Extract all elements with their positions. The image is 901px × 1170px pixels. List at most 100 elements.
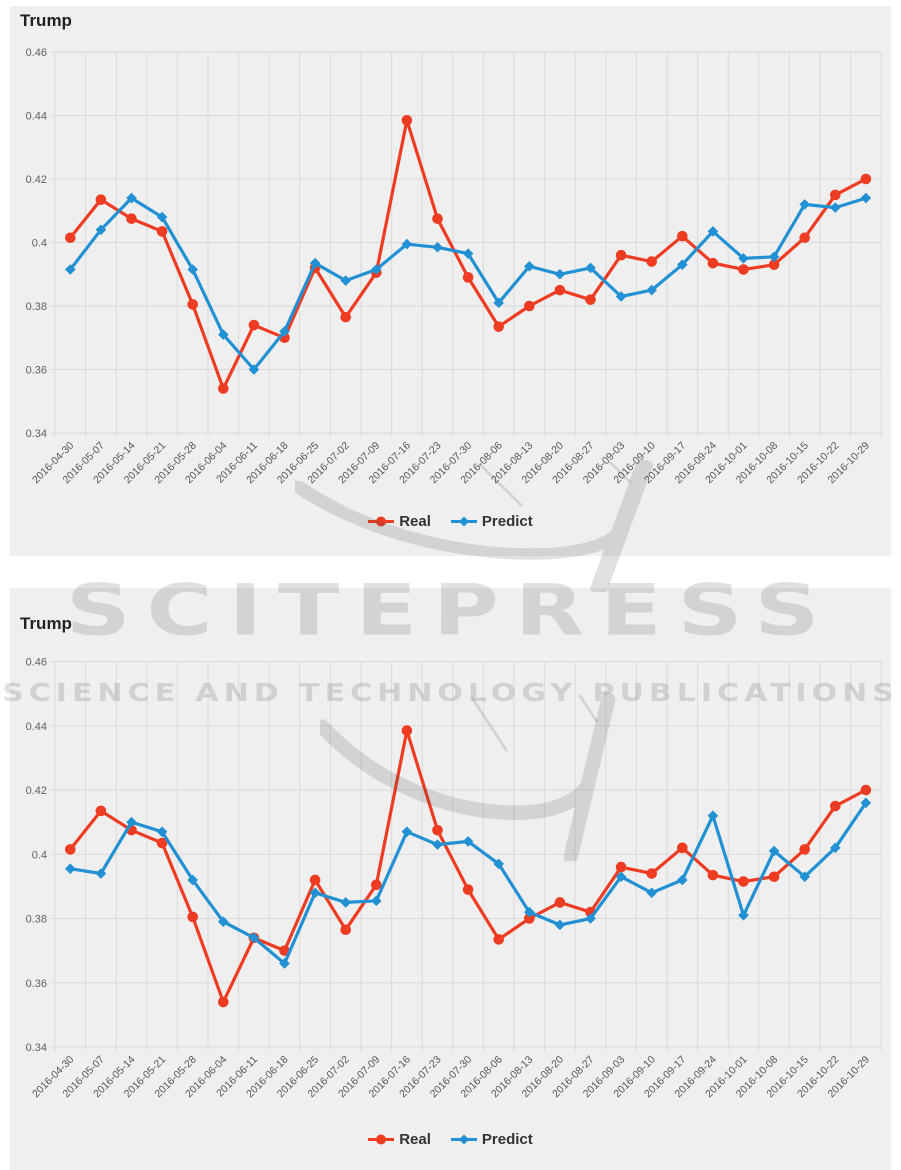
data-point-marker — [371, 879, 382, 891]
y-axis-tick-label: 0.44 — [26, 111, 47, 123]
data-point-marker — [248, 364, 260, 375]
y-axis-tick-label: 0.34 — [26, 428, 47, 440]
data-point-marker — [187, 299, 198, 310]
data-point-marker — [585, 913, 596, 924]
legend-label-real: Real — [399, 513, 431, 530]
data-point-marker — [860, 173, 872, 185]
y-axis-tick-label: 0.38 — [26, 301, 47, 313]
data-point-marker — [462, 836, 474, 847]
data-point-marker — [830, 202, 841, 213]
legend-item-real[interactable]: Real — [368, 1131, 431, 1148]
data-point-marker — [187, 264, 198, 275]
data-point-marker — [309, 874, 321, 886]
data-point-marker — [677, 230, 688, 242]
data-point-marker — [95, 868, 107, 879]
data-point-marker — [432, 241, 443, 253]
y-axis-tick-label: 0.38 — [26, 914, 47, 926]
data-point-marker — [493, 858, 504, 870]
series-line — [69, 196, 867, 372]
x-axis-labels: 2016-04-302016-05-072016-05-142016-05-21… — [30, 440, 872, 487]
data-point-marker — [340, 897, 351, 908]
data-point-marker — [799, 871, 810, 883]
y-axis-tick-label: 0.44 — [26, 721, 47, 733]
data-point-marker — [218, 996, 229, 1008]
data-point-marker — [768, 871, 780, 883]
data-point-marker — [799, 232, 810, 244]
data-point-marker — [248, 319, 260, 331]
data-point-marker — [493, 321, 505, 332]
data-point-marker — [218, 916, 229, 928]
data-point-marker — [95, 194, 107, 205]
data-point-marker — [554, 919, 566, 931]
data-point-marker — [340, 275, 351, 286]
data-point-marker — [401, 238, 413, 250]
data-point-marker — [677, 874, 688, 886]
data-point-marker — [493, 934, 505, 945]
data-point-marker — [309, 887, 321, 899]
data-point-marker — [65, 844, 76, 855]
predict-series-marker-icon — [450, 516, 477, 527]
data-point-marker — [95, 224, 107, 236]
data-point-marker — [646, 284, 657, 296]
data-point-marker — [401, 725, 413, 736]
data-point-marker — [65, 264, 76, 275]
y-axis-tick-label: 0.34 — [26, 1042, 47, 1054]
data-point-marker — [432, 839, 443, 850]
data-point-marker — [524, 261, 535, 272]
data-point-marker — [493, 297, 504, 309]
data-point-marker — [646, 868, 657, 879]
legend: Real Predict — [10, 513, 891, 530]
data-point-marker — [738, 264, 749, 275]
legend-item-real[interactable]: Real — [368, 513, 431, 530]
real-series-marker-icon — [368, 1134, 395, 1145]
data-point-marker — [738, 876, 749, 887]
data-point-marker — [462, 884, 474, 895]
y-gridlines-and-labels: 0.46 0.44 0.42 0.4 0.38 0.36 0.34 — [26, 47, 882, 440]
data-point-marker — [187, 911, 198, 923]
series-predict — [65, 797, 872, 969]
legend-item-predict[interactable]: Predict — [450, 1131, 533, 1148]
series-predict — [65, 192, 872, 375]
y-axis-tick-label: 0.4 — [32, 849, 47, 861]
legend-item-predict[interactable]: Predict — [450, 513, 533, 530]
data-point-marker — [340, 311, 352, 323]
data-point-marker — [279, 326, 290, 337]
data-point-marker — [218, 383, 229, 394]
predict-series-marker-icon — [450, 1134, 477, 1145]
y-axis-tick-label: 0.42 — [26, 785, 47, 797]
data-point-marker — [830, 189, 841, 201]
legend-label-predict: Predict — [481, 513, 533, 530]
data-point-marker — [707, 810, 719, 821]
data-point-marker — [615, 861, 627, 873]
data-point-marker — [432, 213, 443, 224]
data-point-marker — [585, 262, 596, 274]
data-point-marker — [126, 213, 137, 224]
data-point-marker — [340, 924, 352, 936]
data-point-marker — [524, 913, 535, 924]
line-chart-top: 0.46 0.44 0.42 0.4 0.38 0.36 0.342016-04-30201… — [26, 47, 882, 487]
y-gridlines-and-labels: 0.46 0.44 0.42 0.4 0.38 0.36 0.34 — [26, 657, 882, 1054]
data-point-marker — [677, 842, 688, 854]
data-point-marker — [707, 257, 719, 269]
data-point-marker — [432, 824, 443, 836]
chart-panel-bottom: Trump 0.46 0.44 0.42 0.4 0.38 0.36 0.34 2016-04… — [10, 588, 891, 1170]
data-point-marker — [738, 253, 749, 264]
data-point-marker — [371, 895, 382, 907]
y-axis-tick-label: 0.4 — [32, 238, 47, 250]
data-point-marker — [95, 805, 107, 817]
data-point-marker — [156, 226, 168, 237]
legend-label-real: Real — [399, 1131, 431, 1148]
data-point-marker — [615, 291, 627, 302]
x-axis-labels: 2016-04-302016-05-072016-05-142016-05-21… — [30, 1054, 872, 1101]
data-point-marker — [65, 232, 76, 244]
data-point-marker — [768, 845, 780, 857]
chart-title: Trump — [20, 11, 72, 30]
data-point-marker — [860, 192, 872, 204]
data-point-marker — [156, 211, 168, 223]
data-point-marker — [554, 268, 566, 280]
data-point-marker — [524, 906, 535, 918]
line-chart-bottom: 0.46 0.44 0.42 0.4 0.38 0.36 0.342016-04-30201… — [26, 657, 882, 1101]
data-point-marker — [218, 329, 229, 340]
data-point-marker — [646, 887, 657, 899]
data-point-marker — [126, 192, 137, 204]
